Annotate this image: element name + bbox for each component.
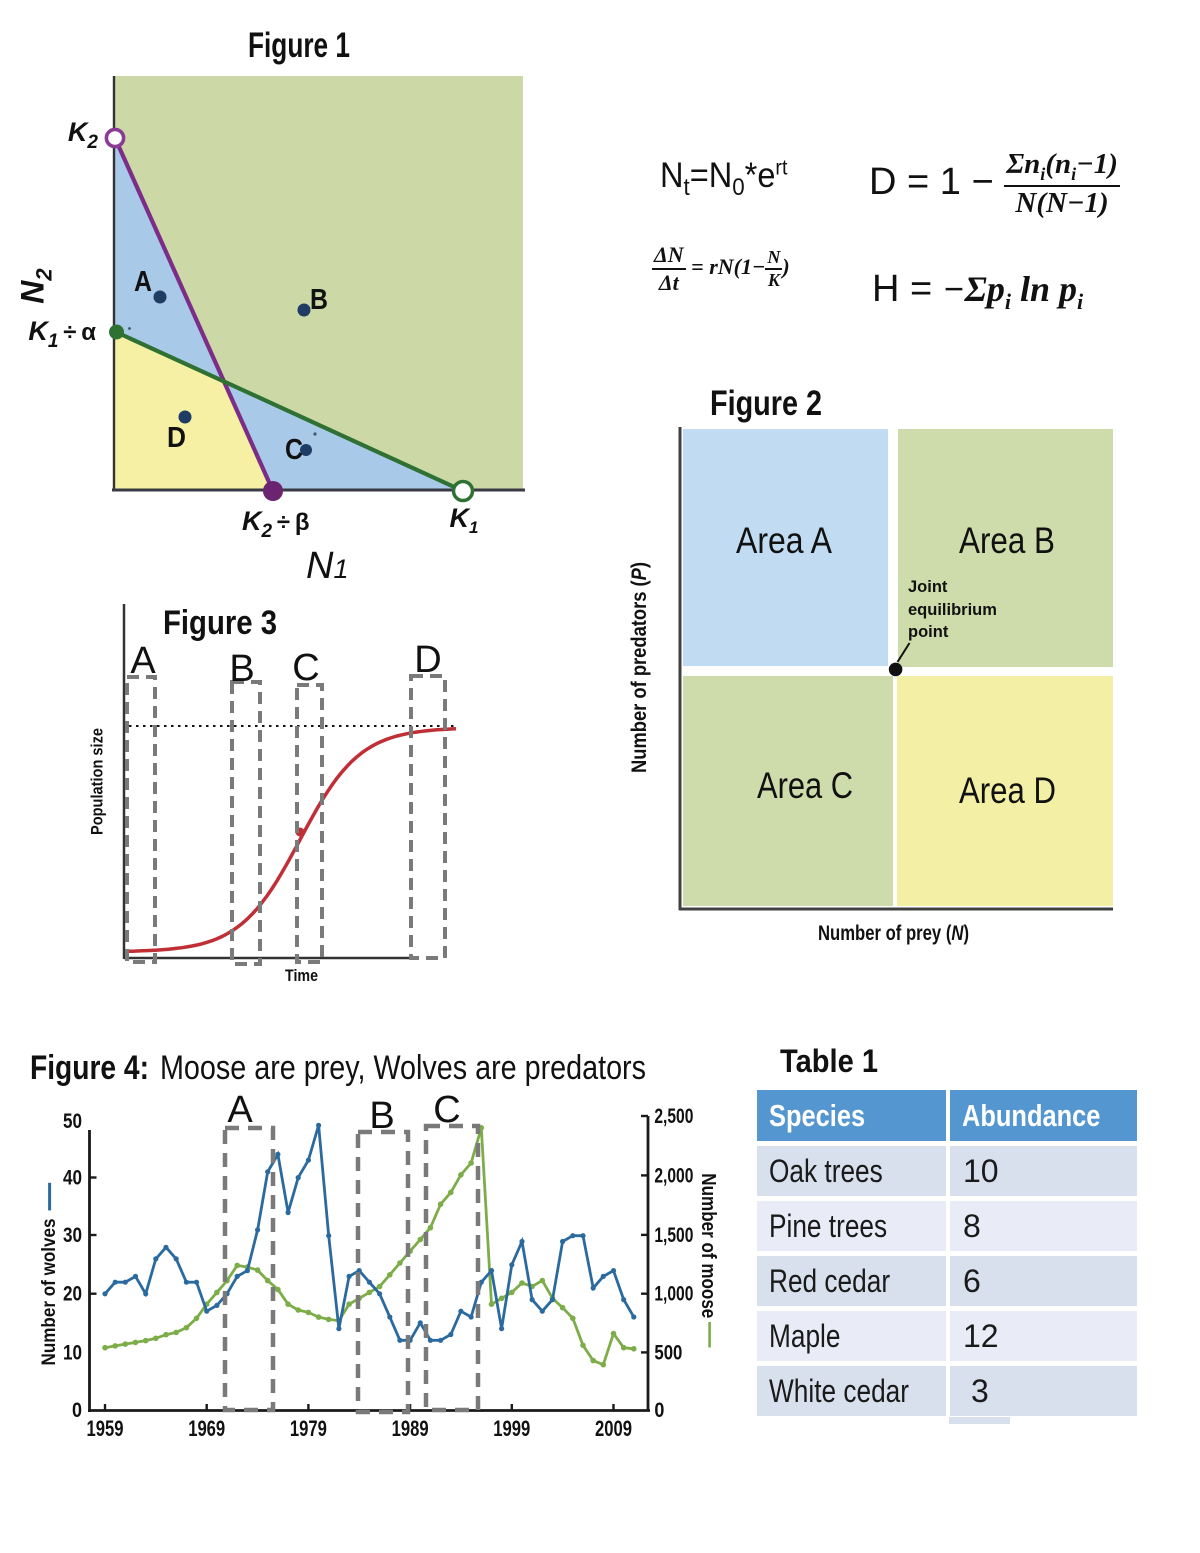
svg-text:N1: N1 [306, 545, 348, 587]
svg-text:1,500: 1,500 [654, 1224, 693, 1247]
svg-text:1969: 1969 [188, 1416, 225, 1441]
svg-text:1959: 1959 [87, 1416, 124, 1441]
svg-text:Moose are prey, Wolves are pre: Moose are prey, Wolves are predators [160, 1049, 646, 1087]
svg-text:equilibrium: equilibrium [908, 601, 997, 619]
svg-text:1989: 1989 [392, 1416, 429, 1441]
svg-text:A: A [227, 1089, 253, 1131]
svg-text:Figure 2: Figure 2 [710, 384, 822, 423]
svg-text:D: D [414, 639, 441, 681]
svg-text:40: 40 [63, 1167, 82, 1190]
svg-text:0: 0 [654, 1399, 664, 1422]
svg-text:N2: N2 [15, 268, 57, 304]
svg-text:Number of moose: Number of moose [697, 1173, 719, 1318]
svg-text:10: 10 [63, 1341, 82, 1364]
svg-text:K2: K2 [68, 117, 99, 153]
svg-text:Table 1: Table 1 [780, 1043, 878, 1079]
svg-text:500: 500 [654, 1341, 682, 1364]
svg-text:A: A [130, 640, 156, 682]
svg-text:Number of predators (P): Number of predators (P) [628, 562, 651, 773]
svg-text:Area B: Area B [959, 520, 1055, 561]
svg-text:C: C [292, 647, 319, 689]
svg-text:0: 0 [72, 1399, 82, 1422]
svg-text:2,000: 2,000 [654, 1164, 693, 1187]
svg-text:B: B [310, 284, 328, 316]
svg-text:Number of prey (N): Number of prey (N) [818, 922, 969, 945]
svg-text:1,000: 1,000 [654, 1283, 693, 1306]
svg-text:K2 ÷ β: K2 ÷ β [242, 506, 310, 542]
svg-text:Figure 4:: Figure 4: [30, 1049, 149, 1087]
svg-text:D: D [167, 422, 186, 454]
svg-text:K1 ÷ α: K1 ÷ α [28, 316, 96, 352]
svg-text:Area D: Area D [959, 770, 1056, 811]
svg-text:Area C: Area C [757, 765, 853, 806]
svg-text:C: C [285, 434, 303, 466]
svg-text:Area A: Area A [736, 520, 832, 561]
svg-text:K1: K1 [450, 503, 479, 537]
svg-text:2009: 2009 [595, 1416, 632, 1441]
svg-text:20: 20 [63, 1283, 82, 1306]
svg-text:Population size: Population size [88, 728, 107, 835]
svg-text:Figure 1: Figure 1 [248, 26, 350, 65]
svg-text:Number of wolves: Number of wolves [39, 1219, 60, 1366]
svg-text:1979: 1979 [290, 1416, 327, 1441]
svg-text:B: B [369, 1095, 394, 1137]
svg-text:Figure 3: Figure 3 [163, 604, 277, 642]
svg-text:A: A [134, 266, 152, 298]
svg-text:Joint: Joint [908, 578, 948, 596]
svg-text:point: point [908, 623, 949, 641]
svg-text:50: 50 [63, 1110, 82, 1133]
svg-text:Time: Time [285, 966, 318, 985]
svg-text:1999: 1999 [493, 1416, 530, 1441]
svg-text:30: 30 [63, 1224, 82, 1247]
svg-text:B: B [229, 648, 254, 690]
svg-text:C: C [433, 1089, 460, 1131]
svg-text:2,500: 2,500 [654, 1105, 693, 1128]
